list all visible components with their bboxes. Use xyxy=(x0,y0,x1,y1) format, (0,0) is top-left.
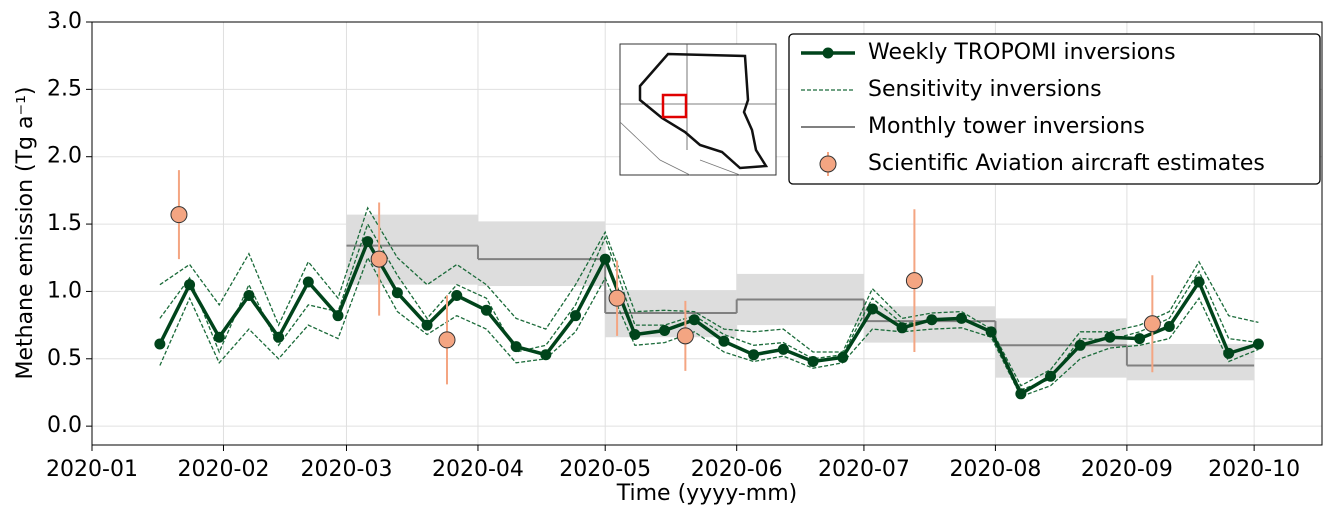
y-tick-label: 1.0 xyxy=(47,278,82,303)
inset-map xyxy=(619,43,777,176)
series-marker xyxy=(332,310,344,322)
series-marker xyxy=(896,322,908,334)
series-marker xyxy=(540,349,552,361)
series-marker xyxy=(688,314,700,326)
x-tick-label: 2020-04 xyxy=(432,457,524,482)
legend-symbol xyxy=(819,155,837,173)
series-marker xyxy=(777,343,789,355)
series-marker xyxy=(659,324,671,336)
plot-frame xyxy=(91,21,1323,446)
series-marker xyxy=(154,338,166,350)
aircraft-marker xyxy=(170,206,188,224)
sensitivity-line xyxy=(159,206,1259,387)
x-tick-label: 2020-07 xyxy=(818,457,910,482)
series-marker xyxy=(748,349,760,361)
x-tick-label: 2020-05 xyxy=(559,457,651,482)
aircraft-marker xyxy=(1143,315,1161,333)
series-marker xyxy=(1193,276,1205,288)
series-marker xyxy=(1163,320,1175,332)
aircraft-marker xyxy=(608,289,626,307)
y-tick-label: 0.0 xyxy=(47,413,82,438)
series-marker xyxy=(391,287,403,299)
series-marker xyxy=(362,236,374,248)
series-marker xyxy=(1074,339,1086,351)
legend-symbol xyxy=(822,47,834,59)
y-tick-label: 1.5 xyxy=(47,211,82,236)
legend-label: Sensitivity inversions xyxy=(868,77,1102,102)
series-marker xyxy=(599,253,611,265)
sensitivity-line xyxy=(159,256,1259,398)
tower-band xyxy=(477,221,606,287)
series-marker xyxy=(243,289,255,301)
series-line xyxy=(158,237,1259,397)
legend-box xyxy=(788,33,1321,185)
tower-band xyxy=(995,318,1127,378)
legend-label: Monthly tower inversions xyxy=(868,114,1145,139)
y-tick-label: 0.5 xyxy=(47,346,82,371)
legend-label: Scientific Aviation aircraft estimates xyxy=(868,151,1265,176)
x-tick-label: 2020-08 xyxy=(949,457,1041,482)
series-marker xyxy=(629,329,641,341)
y-axis-label: Methane emission (Tg a⁻¹) xyxy=(13,86,38,379)
aircraft-marker xyxy=(905,272,923,290)
series-marker xyxy=(985,326,997,338)
series-marker xyxy=(1015,388,1027,400)
series-marker xyxy=(1134,333,1146,345)
x-tick-label: 2020-01 xyxy=(46,457,138,482)
aircraft-marker xyxy=(438,331,456,349)
series-marker xyxy=(1252,338,1264,350)
series-marker xyxy=(213,331,225,343)
series-marker xyxy=(480,304,492,316)
x-tick-label: 2020-10 xyxy=(1208,457,1300,482)
series-marker xyxy=(273,331,285,343)
series-marker xyxy=(1104,331,1116,343)
x-tick-label: 2020-02 xyxy=(178,457,270,482)
series-marker xyxy=(302,276,314,288)
aircraft-marker xyxy=(676,327,694,345)
series-marker xyxy=(421,319,433,331)
series-marker xyxy=(718,335,730,347)
y-tick-label: 2.5 xyxy=(47,76,82,101)
x-tick-label: 2020-06 xyxy=(691,457,783,482)
aircraft-marker xyxy=(370,250,388,268)
legend-label: Weekly TROPOMI inversions xyxy=(868,40,1176,65)
series-marker xyxy=(837,351,849,363)
series-marker xyxy=(451,289,463,301)
series-marker xyxy=(510,341,522,353)
series-marker xyxy=(1045,370,1057,382)
series-marker xyxy=(807,355,819,367)
tower-band xyxy=(1126,343,1255,381)
series-marker xyxy=(1223,347,1235,359)
x-axis-label: Time (yyyy-mm) xyxy=(616,481,798,505)
series-marker xyxy=(184,279,196,291)
series-marker xyxy=(955,312,967,324)
y-tick-label: 2.0 xyxy=(47,144,82,169)
y-tick-label: 3.0 xyxy=(47,9,82,34)
x-tick-label: 2020-03 xyxy=(301,457,393,482)
legend: Weekly TROPOMI inversions Sensitivity inv… xyxy=(788,33,1321,185)
series-marker xyxy=(866,303,878,315)
series-marker xyxy=(570,310,582,322)
x-tick-label: 2020-09 xyxy=(1081,457,1173,482)
series-marker xyxy=(926,314,938,326)
